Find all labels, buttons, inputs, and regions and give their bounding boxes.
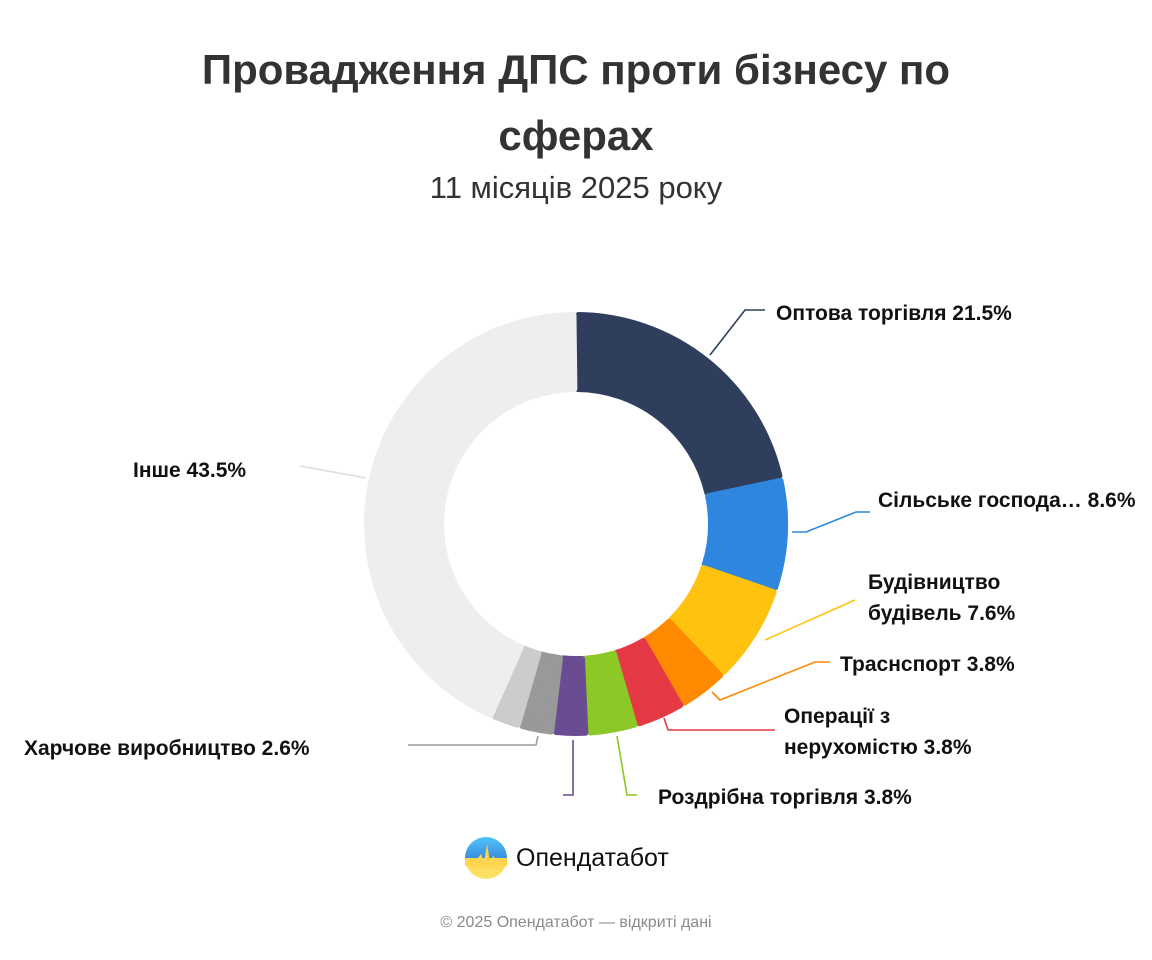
slice-real-estate[interactable] [613,638,684,727]
leader-line-real-estate [663,717,775,731]
leader-line-retail [616,735,637,796]
slice-other[interactable] [364,312,578,718]
label-retail: Роздрібна торгівля 3.8% [658,786,912,809]
label-construction: Будівництво будівель 7.6% [868,567,1015,629]
leader-line-construction [764,599,856,641]
slice-transport[interactable] [643,618,724,706]
leader-line-purple [563,740,574,796]
leader-line-food-production [408,735,539,746]
brand-name: Опендатабот [516,843,669,872]
label-real-estate-line1: Операції з [784,705,891,728]
slice-wholesale[interactable] [574,312,783,496]
slice-food-production[interactable] [519,651,563,735]
leader-line-other [299,465,367,479]
label-agriculture: Сільське господа… 8.6% [878,489,1136,512]
footer: © 2025 Опендатабот — відкриті дані [440,914,712,931]
slice-light-gray[interactable] [492,645,542,728]
chart-subtitle: 11 місяців 2025 року [429,170,723,205]
label-food-production: Харчове виробництво 2.6% [24,737,310,760]
chart-title-line-2: сферах [498,112,654,159]
label-transport: Траснспорт 3.8% [840,653,1015,676]
leader-line-agriculture [792,511,870,533]
leader-line-wholesale [709,309,765,356]
slice-construction[interactable] [668,565,777,675]
label-wholesale: Оптова торгівля 21.5% [776,302,1012,325]
label-real-estate-line2: нерухомістю 3.8% [784,736,972,759]
slice-agriculture[interactable] [701,477,788,591]
slice-purple[interactable] [553,655,589,736]
brand: Опендатабот [464,836,669,880]
chart-title: Провадження ДПС проти бізнесу по [201,46,951,93]
brand-logo-icon [465,837,507,879]
label-construction-line2: будівель 7.6% [868,602,1016,625]
label-construction-line1: Будівництво [868,571,1001,594]
label-other: Інше 43.5% [133,459,247,482]
leader-line-transport [711,661,830,701]
slice-retail[interactable] [582,650,638,736]
label-real-estate: Операції з нерухомістю 3.8% [784,701,972,763]
